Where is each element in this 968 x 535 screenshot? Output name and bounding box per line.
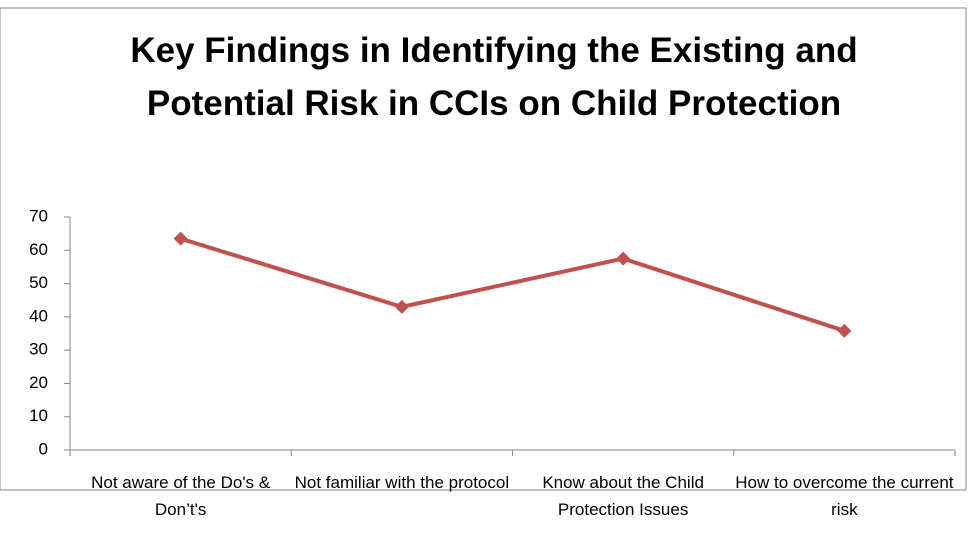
- y-tick-label: 10: [29, 406, 48, 425]
- point-marker: [394, 299, 409, 314]
- y-tick-label: 70: [29, 206, 48, 225]
- y-tick-label: 40: [29, 306, 48, 325]
- x-tick-label: Not aware of the Do's & Don’t's: [91, 473, 271, 519]
- point-marker: [616, 251, 631, 266]
- chart-frame: [0, 7, 967, 491]
- x-tick-label: Know about the Child Protection Issues: [542, 473, 704, 519]
- series-line: [180, 236, 845, 333]
- x-tick-label: Not familiar with the protocol: [294, 473, 510, 492]
- y-tick-label: 50: [29, 273, 48, 292]
- y-tick-label: 20: [29, 373, 48, 392]
- point-marker: [837, 323, 852, 338]
- x-tick-label: How to overcome the current risk: [735, 473, 954, 519]
- chart-title: Key Findings in Identifying the Existing…: [130, 31, 858, 123]
- y-tick-label: 60: [29, 240, 48, 259]
- y-tick-label: 0: [39, 439, 48, 458]
- point-marker: [173, 231, 188, 246]
- y-tick-label: 30: [29, 340, 48, 359]
